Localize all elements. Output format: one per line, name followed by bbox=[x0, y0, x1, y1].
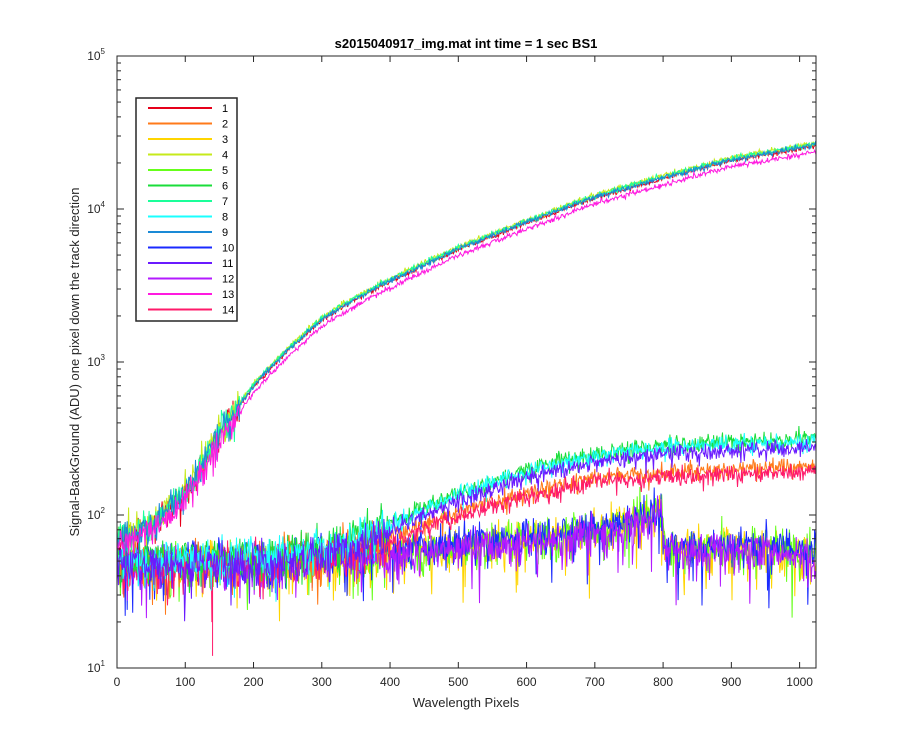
x-tick-label: 200 bbox=[244, 675, 264, 689]
x-axis-label: Wavelength Pixels bbox=[413, 695, 520, 710]
x-tick-label: 400 bbox=[380, 675, 400, 689]
x-tick-label: 700 bbox=[585, 675, 605, 689]
legend-label: 14 bbox=[222, 305, 234, 317]
y-tick-label: 105 bbox=[87, 47, 105, 63]
x-tick-label: 300 bbox=[312, 675, 332, 689]
x-tick-label: 100 bbox=[175, 675, 195, 689]
series-line-13 bbox=[116, 148, 817, 556]
legend-label: 1 bbox=[222, 103, 228, 115]
y-tick-label: 102 bbox=[87, 506, 105, 522]
legend-label: 2 bbox=[222, 119, 228, 131]
x-tick-label: 500 bbox=[448, 675, 468, 689]
x-tick-label: 900 bbox=[721, 675, 741, 689]
x-tick-label: 800 bbox=[653, 675, 673, 689]
legend-label: 12 bbox=[222, 274, 234, 286]
legend-label: 11 bbox=[222, 258, 233, 270]
legend-label: 10 bbox=[222, 243, 234, 255]
series-layer bbox=[116, 140, 817, 656]
legend-box bbox=[135, 97, 238, 322]
x-tick-label: 0 bbox=[114, 675, 121, 689]
y-tick-label: 101 bbox=[87, 659, 105, 675]
series-line-11 bbox=[116, 439, 817, 622]
y-tick-label: 103 bbox=[87, 353, 105, 369]
plot-frame bbox=[116, 55, 817, 669]
legend-label: 9 bbox=[222, 227, 228, 239]
y-tick-label: 104 bbox=[87, 200, 105, 216]
legend-label: 8 bbox=[222, 212, 228, 224]
legend-label: 7 bbox=[222, 196, 228, 208]
y-axis-label: Signal-BackGround (ADU) one pixel down t… bbox=[67, 187, 82, 536]
legend-label: 13 bbox=[222, 289, 234, 301]
legend-label: 4 bbox=[222, 150, 228, 162]
series-line-8 bbox=[116, 432, 817, 602]
chart-title: s2015040917_img.mat int time = 1 sec BS1 bbox=[335, 36, 598, 51]
legend-label: 6 bbox=[222, 181, 228, 193]
series-line-9 bbox=[116, 140, 817, 567]
legend-label: 5 bbox=[222, 165, 228, 177]
x-tick-label: 1000 bbox=[786, 675, 813, 689]
legend-label: 3 bbox=[222, 134, 228, 146]
x-tick-label: 600 bbox=[517, 675, 537, 689]
